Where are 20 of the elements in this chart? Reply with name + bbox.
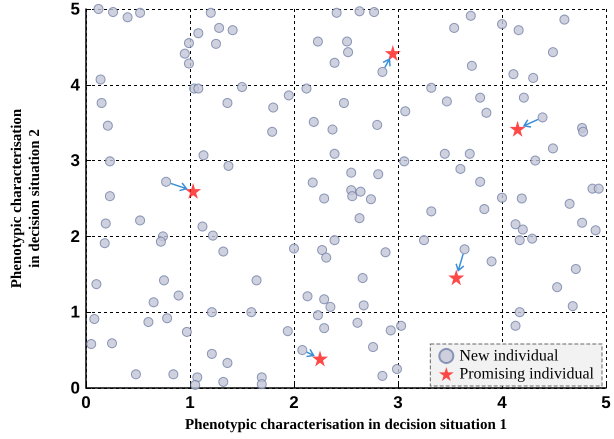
point <box>448 269 464 286</box>
point <box>510 120 526 137</box>
x-axis-title: Phenotypic characterisation in decision situation 1 <box>184 417 508 433</box>
x-tick-label: 3 <box>393 393 403 412</box>
y-tick-label: 2 <box>70 226 80 246</box>
y-tick-label: 3 <box>70 151 80 170</box>
y-tick-label: 5 <box>70 0 80 18</box>
y-tick-label: 0 <box>70 378 80 398</box>
x-tick-label: 5 <box>601 393 611 412</box>
y-axis-title: Phenotypic characterisation in decision situation 2 <box>9 108 43 288</box>
x-tick-label: 4 <box>497 393 508 412</box>
point <box>185 182 202 199</box>
y-tick-label: 4 <box>70 75 81 94</box>
legend-label: New individual <box>459 348 559 364</box>
legend-label: Promising individual <box>459 366 595 382</box>
y-tick-label: 1 <box>70 302 80 322</box>
x-tick-label: 2 <box>289 393 299 412</box>
point <box>312 350 328 366</box>
x-tick-label: 1 <box>185 393 195 412</box>
point <box>384 44 401 61</box>
